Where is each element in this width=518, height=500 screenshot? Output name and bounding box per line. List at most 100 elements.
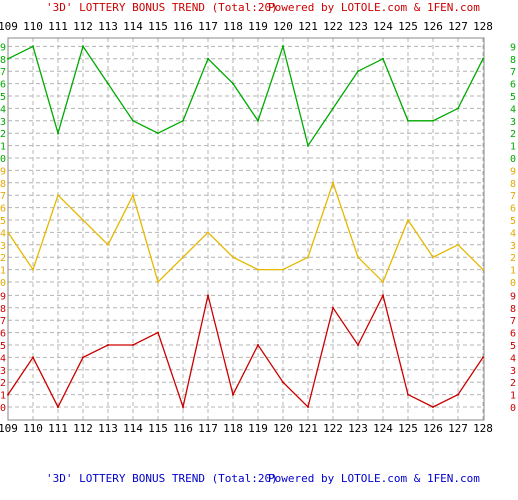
x-tick-label-bottom: 111: [48, 422, 68, 435]
y-tick-label-right: 0: [510, 403, 516, 414]
series-point-1: [482, 57, 484, 60]
y-tick-label-right: 9: [510, 291, 516, 302]
x-tick-label-bottom: 128: [473, 422, 493, 435]
x-tick-label-bottom: 120: [273, 422, 293, 435]
y-tick-label-left: 7: [0, 316, 6, 327]
y-tick-label-right: 4: [510, 353, 516, 364]
series-point-2: [232, 256, 234, 259]
y-tick-label-right: 1: [510, 391, 516, 402]
y-tick-label-left: 0: [0, 154, 6, 165]
y-tick-label-right: 8: [510, 55, 516, 66]
series-point-2: [32, 268, 34, 271]
x-tick-label-top: 111: [48, 20, 68, 33]
series-point-1: [332, 107, 334, 110]
y-tick-label-left: 2: [0, 378, 6, 389]
x-tick-label-top: 119: [248, 20, 268, 33]
y-tick-label-right: 6: [510, 329, 516, 340]
series-point-1: [32, 45, 34, 48]
y-tick-label-right: 2: [510, 253, 516, 264]
y-tick-label-left: 6: [0, 329, 6, 340]
x-tick-label-top: 112: [73, 20, 93, 33]
series-point-1: [357, 70, 359, 73]
series-point-1: [207, 57, 209, 60]
series-point-3: [232, 393, 234, 396]
y-tick-label-left: 5: [0, 216, 6, 227]
y-tick-label-left: 4: [0, 104, 6, 115]
series-point-3: [332, 306, 334, 309]
y-tick-label-right: 4: [510, 228, 516, 239]
x-tick-label-top: 113: [98, 20, 118, 33]
y-tick-label-right: 9: [510, 166, 516, 177]
series-point-3: [482, 356, 484, 359]
y-tick-label-left: 8: [0, 55, 6, 66]
y-tick-label-left: 4: [0, 353, 6, 364]
series-point-1: [307, 144, 309, 147]
x-tick-label-bottom: 121: [298, 422, 318, 435]
y-tick-label-right: 7: [510, 191, 516, 202]
series-point-2: [7, 231, 9, 234]
series-point-1: [7, 57, 9, 60]
series-point-3: [257, 344, 259, 346]
series-layer: [7, 44, 484, 410]
chart-title-part2: Powered by LOTOLE.com & 1FEN.com: [268, 1, 480, 14]
x-tick-label-bottom: 114: [123, 422, 143, 435]
chart-footer-part2: Powered by LOTOLE.com & 1FEN.com: [268, 472, 480, 485]
y-tick-label-right: 8: [510, 179, 516, 190]
series-line-2: [7, 180, 484, 284]
grid-layer: [7, 37, 485, 421]
chart-title-part1: '3D' LOTTERY BONUS TREND (Total:20): [46, 1, 278, 14]
x-tick-label-top: 120: [273, 20, 293, 33]
y-tick-label-left: 1: [0, 266, 6, 277]
series-point-1: [157, 132, 159, 135]
x-tick-label-top: 115: [148, 20, 168, 33]
series-point-2: [182, 256, 184, 259]
x-tick-label-bottom: 127: [448, 422, 468, 435]
y-tick-label-right: 1: [510, 266, 516, 277]
x-tick-label-top: 116: [173, 20, 193, 33]
y-tick-label-left: 6: [0, 204, 6, 215]
y-tick-label-right: 3: [510, 366, 516, 377]
series-point-2: [257, 268, 259, 271]
series-line-1: [7, 44, 484, 148]
y-tick-label-right: 0: [510, 278, 516, 289]
y-tick-label-right: 8: [510, 304, 516, 315]
y-tick-label-right: 1: [510, 142, 516, 153]
series-point-2: [57, 194, 59, 197]
series-point-3: [282, 381, 284, 384]
x-tick-label-top: 122: [323, 20, 343, 33]
series-point-2: [482, 268, 484, 271]
x-tick-label-top: 109: [0, 20, 18, 33]
y-tick-label-left: 7: [0, 67, 6, 78]
x-tick-label-top: 127: [448, 20, 468, 33]
x-tick-label-bottom: 110: [23, 422, 43, 435]
y-tick-label-right: 2: [510, 129, 516, 140]
series-point-1: [282, 45, 284, 48]
y-tick-label-left: 1: [0, 391, 6, 402]
y-tick-label-left: 3: [0, 117, 6, 128]
series-point-2: [82, 219, 84, 221]
x-tick-label-bottom: 116: [173, 422, 193, 435]
x-tick-label-bottom: 123: [348, 422, 368, 435]
y-tick-label-left: 3: [0, 366, 6, 377]
series-line-3: [7, 293, 484, 410]
series-point-2: [107, 243, 109, 246]
y-tick-label-right: 4: [510, 104, 516, 115]
series-point-1: [257, 119, 259, 122]
series-point-1: [457, 107, 459, 110]
x-tick-label-bottom: 126: [423, 422, 443, 435]
x-tick-label-top: 117: [198, 20, 218, 33]
y-tick-label-right: 5: [510, 92, 516, 103]
x-tick-label-bottom: 118: [223, 422, 243, 435]
y-tick-label-left: 9: [0, 166, 6, 177]
x-tick-label-bottom: 115: [148, 422, 168, 435]
axis-layer: 0 01 12 23 34 45 56 67 78 89 90 01 12 23 34 45 56 67 78 89 9…: [0, 20, 516, 435]
series-point-2: [207, 231, 209, 234]
series-point-3: [57, 406, 59, 408]
x-tick-label-bottom: 124: [373, 422, 393, 435]
series-point-3: [382, 294, 384, 297]
series-point-2: [407, 219, 409, 221]
y-tick-label-left: 6: [0, 80, 6, 91]
x-tick-label-top: 118: [223, 20, 243, 33]
series-point-1: [57, 132, 59, 135]
